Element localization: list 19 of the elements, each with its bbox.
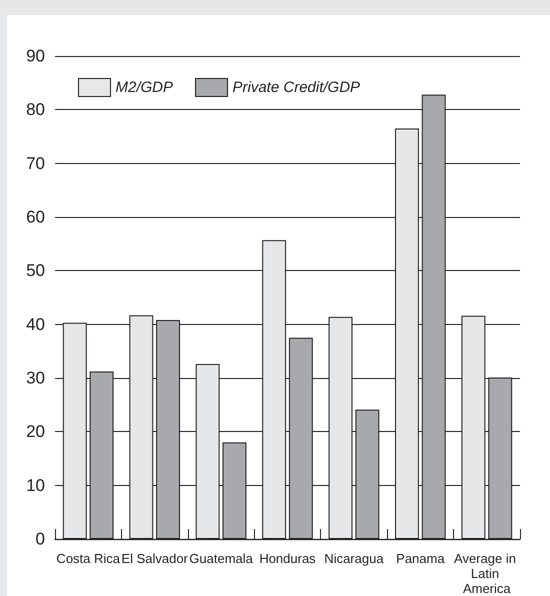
y-tick-label: 0 [36,530,45,548]
legend-label: M2/GDP [116,79,174,96]
y-tick-label: 90 [26,46,45,66]
x-tick-label: Panama [396,551,446,566]
x-tick-label: El Salvador [121,551,189,566]
y-tick-label: 50 [26,261,45,280]
x-tick-label: Average in Latin America [454,551,520,596]
y-tick-label: 60 [26,208,45,226]
y-tick-label: 20 [26,422,45,442]
y-tick-label: 40 [26,314,45,334]
y-tick-label: 30 [26,368,45,388]
legend-label: Private Credit/GDP [232,79,360,96]
x-tick-label: Nicaragua [324,551,384,566]
y-tick-label: 70 [26,154,45,173]
x-tick-label: Honduras [259,551,316,566]
x-tick-label: Guatemala [189,551,254,566]
y-tick-label: 10 [26,476,45,495]
x-tick-label: Costa Rica [56,551,121,566]
y-tick-label: 80 [26,100,45,120]
